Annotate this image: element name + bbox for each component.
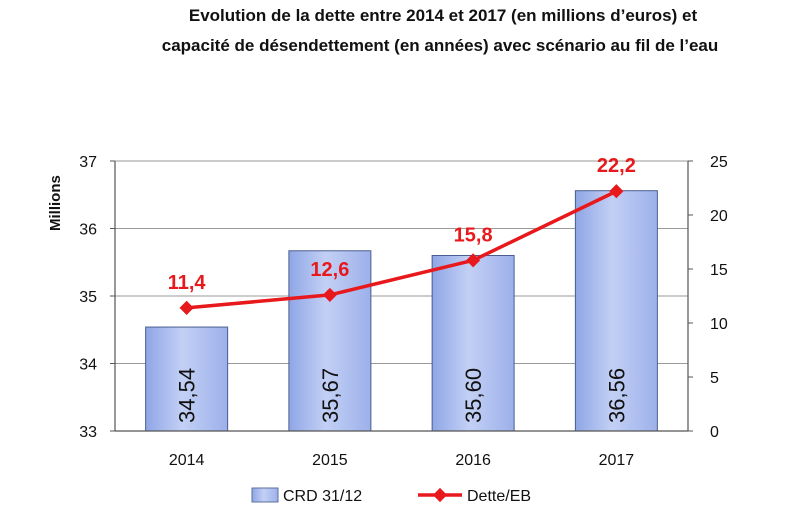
y-left-tick-label: 35 bbox=[79, 289, 97, 306]
legend-label-line: Dette/EB bbox=[467, 488, 531, 505]
x-tick-label: 2014 bbox=[169, 452, 205, 469]
y-right-tick-label: 20 bbox=[710, 208, 728, 225]
line-value-label: 22,2 bbox=[597, 155, 636, 177]
bar-value-label: 35,67 bbox=[318, 368, 343, 423]
line-value-label: 11,4 bbox=[168, 272, 207, 294]
legend: CRD 31/12 Dette/EB bbox=[251, 487, 531, 505]
y-left-tick-label: 37 bbox=[79, 154, 97, 171]
bar bbox=[145, 326, 229, 432]
legend-swatch-bar bbox=[251, 487, 279, 503]
y-left-tick-label: 34 bbox=[79, 357, 97, 374]
line-marker bbox=[179, 300, 194, 315]
axes: 33 34 35 36 37 0 5 10 15 20 25 2014 2015 2016 2017 bbox=[79, 154, 728, 469]
line-value-label: 15,8 bbox=[454, 224, 493, 246]
y-axis-label: Millions bbox=[47, 175, 64, 231]
data-labels: 34,54 35,67 35,60 36,56 11,4 12,6 15,8 22,2 bbox=[168, 155, 636, 423]
bar bbox=[431, 255, 515, 432]
chart-title: Evolution de la dette entre 2014 et 2017… bbox=[162, 6, 719, 55]
bar-value-label: 35,60 bbox=[461, 368, 486, 423]
x-tick-label: 2017 bbox=[599, 452, 635, 469]
x-tick-label: 2016 bbox=[455, 452, 491, 469]
chart-title-line-1: Evolution de la dette entre 2014 et 2017… bbox=[189, 6, 698, 25]
y-right-tick-label: 25 bbox=[710, 154, 728, 171]
bar-value-label: 34,54 bbox=[175, 368, 200, 423]
y-right-tick-label: 15 bbox=[710, 262, 728, 279]
bar bbox=[574, 190, 658, 432]
bar-series bbox=[145, 190, 658, 432]
legend-label-bar: CRD 31/12 bbox=[283, 488, 362, 505]
legend-swatch-marker bbox=[432, 487, 448, 503]
x-tick-label: 2015 bbox=[312, 452, 348, 469]
y-left-tick-label: 36 bbox=[79, 222, 97, 239]
line-value-label: 12,6 bbox=[310, 259, 349, 281]
y-left-tick-label: 33 bbox=[79, 424, 97, 441]
line-series bbox=[179, 184, 624, 315]
chart-title-line-2: capacité de désendettement (en années) a… bbox=[162, 36, 719, 55]
y-right-tick-label: 5 bbox=[710, 370, 719, 387]
bar-value-label: 36,56 bbox=[604, 368, 629, 423]
line-marker bbox=[609, 184, 624, 199]
y-right-tick-label: 10 bbox=[710, 316, 728, 333]
y-right-tick-label: 0 bbox=[710, 424, 719, 441]
line-path bbox=[186, 189, 618, 310]
line-marker bbox=[322, 287, 337, 302]
